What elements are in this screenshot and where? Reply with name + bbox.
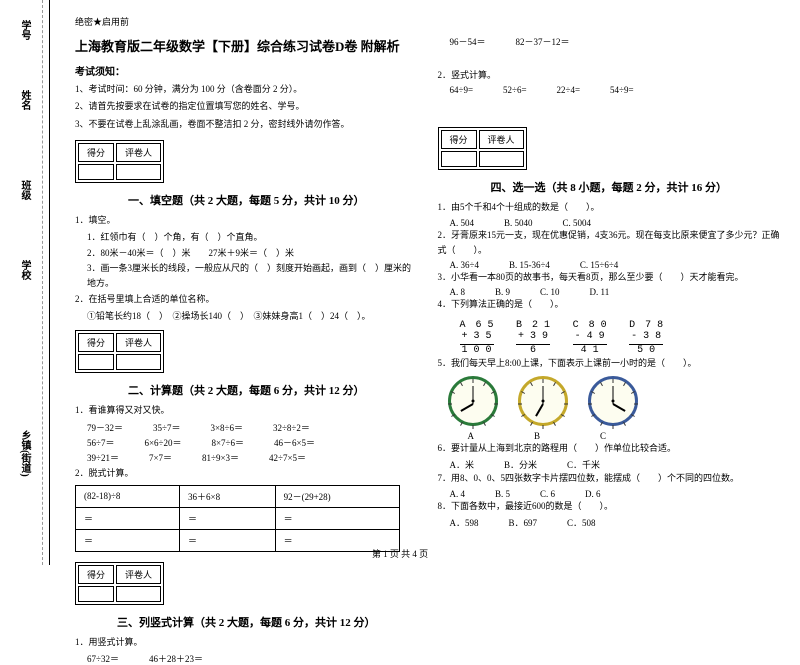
- margin-label-class: 班级: [17, 180, 32, 200]
- clock-b: [518, 376, 568, 426]
- q3-1-eqs: 67÷32＝ 46＋28＋23＝: [75, 652, 418, 665]
- notice-2: 2、请首先按要求在试卷的指定位置填写您的姓名、学号。: [75, 99, 418, 113]
- q4-3: 3．小华看一本80页的故事书，每天看8页，那么至少要（ ）天才能看完。: [438, 270, 781, 285]
- q1-1-sub1: 1．红领巾有（ ）个角，有（ ）个直角。: [75, 230, 418, 245]
- q4-4: 4．下列算法正确的是（ ）。: [438, 297, 781, 312]
- calc-row-3: 39÷21＝ 7×7＝ 81÷9×3＝ 42÷7×5＝: [75, 451, 418, 464]
- q4-6-opts: A．米 B．分米 C．千米: [438, 458, 781, 471]
- q4-1: 1．由5个千和4个十组成的数是（ ）。: [438, 200, 781, 215]
- score-box-4: 得分 评卷人: [438, 127, 527, 170]
- content-area: 绝密★启用前 上海教育版二年级数学【下册】综合练习试卷D卷 附解析 考试须知： …: [50, 0, 800, 565]
- q3-1-eqs-cont: 96－54＝ 82－37－12＝: [438, 35, 781, 48]
- q1-2: 2．在括号里填上合适的单位名称。: [75, 292, 418, 307]
- arith-c: C 8 0 - 4 9 4 1: [573, 315, 607, 356]
- page-root: 学号 姓名 班级 学校 乡镇(街道) 绝密★启用前 上海教育版二年级数学【下册】…: [0, 0, 800, 565]
- calc-row-2: 56÷7＝ 6×6÷20＝ 8×7÷6＝ 46－6×5＝: [75, 436, 418, 449]
- q4-8-opts: A．598 B．697 C．508: [438, 516, 781, 529]
- q1-1-sub3: 3．画一条3厘米长的线段，一般应从尺的（ ）刻度开始画起，画到（ ）厘米的地方。: [75, 261, 418, 292]
- notice-1: 1、考试时间：60 分钟，满分为 100 分（含卷面分 2 分）。: [75, 82, 418, 96]
- margin-label-id: 学号: [17, 20, 32, 40]
- section-4-title: 四、选一选（共 8 小题，每题 2 分，共计 16 分）: [438, 179, 781, 195]
- q4-7: 7．用8、0、0、5四张数字卡片摆四位数，能摆成（ ）个不同的四位数。: [438, 471, 781, 486]
- clocks-row: [438, 376, 781, 426]
- clock-a: [448, 376, 498, 426]
- exam-title: 上海教育版二年级数学【下册】综合练习试卷D卷 附解析: [75, 36, 418, 55]
- clock-b-wrap: [518, 376, 568, 426]
- margin-label-name: 姓名: [17, 90, 32, 110]
- clock-a-wrap: [448, 376, 498, 426]
- arith-b: B 2 1 + 3 9 6: [516, 315, 550, 356]
- margin-label-school: 学校: [17, 260, 32, 280]
- clock-c: [588, 376, 638, 426]
- section-3-title: 三、列竖式计算（共 2 大题，每题 6 分，共计 12 分）: [75, 614, 418, 630]
- section-1-title: 一、填空题（共 2 大题，每题 5 分，共计 10 分）: [75, 192, 418, 208]
- left-column: 绝密★启用前 上海教育版二年级数学【下册】综合练习试卷D卷 附解析 考试须知： …: [65, 15, 428, 560]
- q1-1-sub2: 2．80米－40米＝（ ）米 27米＋9米＝（ ）米: [75, 246, 418, 261]
- notice-3: 3、不要在试卷上乱涂乱画，卷面不整洁扣 2 分，密封线外请勿作答。: [75, 117, 418, 131]
- margin-label-town: 乡镇(街道): [17, 430, 32, 477]
- q4-6: 6．要计量从上海到北京的路程用（ ）作单位比较合适。: [438, 441, 781, 456]
- score-box-3: 得分 评卷人: [75, 562, 164, 605]
- q4-8: 8．下面各数中，最接近600的数是（ ）。: [438, 499, 781, 514]
- q2-2: 2．脱式计算。: [75, 466, 418, 481]
- section-2-title: 二、计算题（共 2 大题，每题 6 分，共计 12 分）: [75, 382, 418, 398]
- calc-table: (82-18)÷836＋6×892－(29+28) ＝＝＝ ＝＝＝: [75, 485, 400, 552]
- q1-1: 1．填空。: [75, 213, 418, 228]
- q3-2-eqs: 64÷9= 52÷6= 22÷4= 54÷9=: [438, 85, 781, 95]
- secret-label: 绝密★启用前: [75, 15, 418, 28]
- clock-labels: A B C: [438, 431, 781, 441]
- clock-c-wrap: [588, 376, 638, 426]
- grader-cell: 评卷人: [116, 143, 161, 162]
- q3-2: 2．竖式计算。: [438, 68, 781, 83]
- q4-7-opts: A. 4 B. 5 C. 6 D. 6: [438, 489, 781, 499]
- q4-2-opts: A. 36÷4 B. 15-36÷4 C. 15÷6÷4: [438, 260, 781, 270]
- q2-1: 1．看谁算得又对又快。: [75, 403, 418, 418]
- notice-heading: 考试须知：: [75, 63, 418, 78]
- arith-d: D 7 8 - 3 8 5 0: [629, 315, 663, 356]
- q4-5: 5．我们每天早上8:00上课，下面表示上课前一小时的是（ ）。: [438, 356, 781, 371]
- q4-3-opts: A. 8 B. 9 C. 10 D. 11: [438, 287, 781, 297]
- page-footer: 第 1 页 共 4 页: [372, 547, 428, 560]
- calc-row-1: 79－32＝ 35÷7＝ 3×8÷6＝ 32÷8÷2＝: [75, 421, 418, 434]
- arith-row: A 6 5 + 3 5 1 0 0 B 2 1 + 3 9 6 C 8 0 - …: [438, 315, 781, 356]
- score-box-2: 得分 评卷人: [75, 330, 164, 373]
- q3-1: 1．用竖式计算。: [75, 635, 418, 650]
- q4-2: 2．牙膏原来15元一支，现在优惠促销，4支36元。现在每支比原来便宜了多少元？正…: [438, 228, 781, 259]
- q1-2-sub: ①铅笔长约18（ ） ②操场长140（ ） ③妹妹身高1（ ）24（ ）。: [75, 309, 418, 324]
- arith-a: A 6 5 + 3 5 1 0 0: [460, 315, 494, 356]
- seal-line: [42, 0, 43, 565]
- binding-margin: 学号 姓名 班级 学校 乡镇(街道): [0, 0, 50, 565]
- score-cell: 得分: [78, 143, 114, 162]
- right-column: 96－54＝ 82－37－12＝ 2．竖式计算。 64÷9= 52÷6= 22÷…: [428, 15, 791, 560]
- score-box: 得分 评卷人: [75, 140, 164, 183]
- q4-1-opts: A. 504 B. 5040 C. 5004: [438, 218, 781, 228]
